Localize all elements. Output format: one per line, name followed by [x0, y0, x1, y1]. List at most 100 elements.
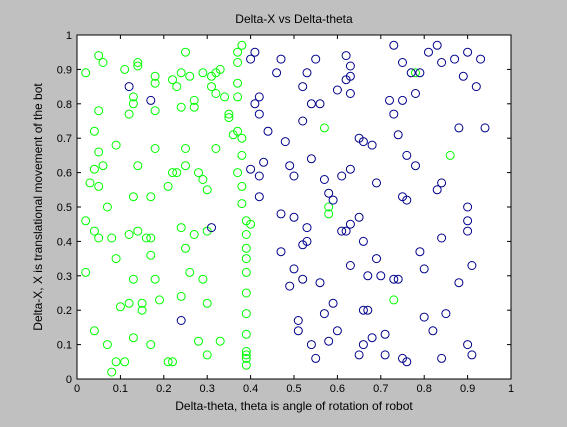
y-tick-label-6: 0.6: [57, 168, 72, 180]
data-point-s1-19: [102, 340, 112, 350]
data-point-s2-36: [311, 54, 321, 64]
data-point-s1-31: [124, 230, 134, 239]
plot-area: [76, 34, 512, 380]
data-point-s1-12: [81, 216, 91, 226]
data-point-s1-84: [220, 92, 230, 102]
data-point-s2-23: [289, 264, 299, 274]
data-point-s2-88: [415, 68, 425, 78]
data-point-s1-112: [237, 40, 247, 50]
data-point-s2-42: [328, 298, 338, 308]
data-point-s1-71: [198, 175, 208, 184]
data-point-s1-76: [202, 298, 212, 308]
x-tick-label-8: 0.8: [417, 383, 432, 395]
data-point-s1-104: [241, 309, 251, 319]
data-point-s1-103: [241, 288, 251, 298]
data-point-s2-49: [345, 219, 355, 229]
data-point-s2-48: [341, 226, 351, 236]
data-point-s2-29: [302, 223, 312, 233]
data-point-s2-39: [328, 195, 338, 205]
data-point-s1-94: [233, 126, 243, 136]
data-point-s1-99: [241, 230, 251, 239]
data-point-s1-36: [137, 298, 147, 308]
data-point-s2-37: [319, 175, 329, 184]
data-point-s2-22: [285, 281, 295, 291]
data-point-s1-4: [89, 126, 99, 136]
y-tick-label-4: 0.4: [57, 236, 72, 248]
data-point-s1-102: [241, 267, 251, 277]
data-point-s1-90: [233, 47, 243, 57]
data-point-s1-46: [150, 144, 160, 153]
data-point-s2-74: [389, 274, 399, 284]
data-point-s1-22: [115, 302, 125, 312]
data-point-s1-25: [128, 92, 138, 102]
data-point-s1-55: [181, 47, 190, 57]
data-point-s1-24: [128, 99, 138, 109]
data-point-s2-67: [354, 350, 364, 360]
data-point-s1-107: [241, 353, 251, 363]
data-point-s2-86: [419, 264, 429, 274]
data-point-s2-40: [315, 278, 325, 288]
data-point-s2-97: [437, 353, 447, 363]
data-point-s1-69: [189, 230, 199, 239]
x-tick-label-10: 1: [508, 383, 514, 395]
data-point-s2-117: [324, 336, 334, 346]
data-point-s2-21: [276, 247, 286, 257]
data-point-s2-108: [476, 54, 486, 64]
x-tick-label-5: 0.5: [286, 383, 301, 395]
data-point-s1-64: [181, 161, 190, 171]
data-point-s1-77: [198, 274, 208, 284]
data-point-s2-110: [463, 340, 473, 350]
data-point-s1-40: [120, 357, 130, 367]
data-point-s1-50: [163, 181, 173, 191]
data-point-s1-105: [241, 329, 251, 339]
data-point-s1-45: [150, 106, 160, 116]
data-point-s1-34: [146, 233, 156, 243]
data-point-s2-79: [398, 95, 407, 105]
data-point-s2-50: [345, 261, 355, 270]
data-point-s1-93: [233, 92, 243, 102]
data-point-s2-66: [358, 340, 368, 350]
data-point-s2-51: [345, 164, 355, 174]
data-point-s1-61: [181, 243, 190, 253]
data-point-s2-91: [437, 58, 447, 67]
data-point-s1-115: [324, 202, 334, 212]
data-point-s1-58: [168, 168, 177, 178]
x-tick-label-0: 0: [74, 383, 80, 395]
data-point-s2-27: [298, 274, 308, 284]
data-point-s2-99: [454, 123, 464, 133]
x-tick-label-7: 0.7: [373, 383, 388, 395]
data-point-s1-87: [224, 113, 234, 123]
x-tick-label-4: 0.4: [243, 383, 258, 395]
data-point-s1-9: [94, 181, 104, 191]
data-point-s2-28: [302, 236, 312, 246]
data-point-s1-117: [389, 295, 399, 305]
data-point-s2-31: [298, 82, 308, 92]
x-tick-label-1: 0.1: [113, 383, 128, 395]
chart-marks: [81, 40, 490, 377]
data-point-s1-13: [89, 226, 99, 236]
y-tick-label-5: 0.5: [57, 202, 72, 214]
data-point-s2-14: [272, 68, 282, 78]
data-point-s2-12: [259, 157, 269, 167]
data-point-s2-77: [402, 195, 412, 205]
data-point-s2-4: [246, 54, 256, 64]
data-point-s1-118: [411, 68, 420, 78]
data-point-s2-116: [332, 326, 342, 336]
x-tick-label-2: 0.2: [156, 383, 171, 395]
data-point-s2-60: [358, 236, 368, 246]
data-point-s2-34: [306, 99, 316, 109]
data-point-s2-57: [354, 212, 364, 222]
data-point-s2-44: [311, 353, 321, 363]
data-point-s2-65: [363, 305, 373, 315]
data-point-s1-28: [124, 109, 134, 119]
data-point-s1-21: [111, 357, 121, 367]
data-point-s2-106: [467, 261, 477, 270]
data-point-s1-14: [94, 233, 104, 243]
data-point-s1-113: [246, 219, 256, 229]
data-point-s2-83: [411, 89, 420, 98]
data-point-s2-10: [254, 171, 264, 181]
data-point-s2-2: [176, 316, 186, 325]
data-point-s2-80: [398, 58, 407, 67]
data-point-s1-29: [133, 161, 143, 171]
